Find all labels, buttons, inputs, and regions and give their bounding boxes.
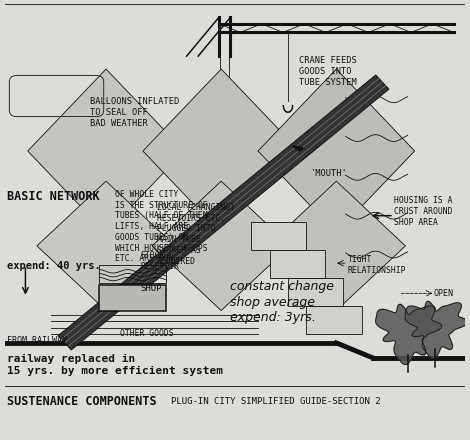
Text: 'MOUTH': 'MOUTH'	[311, 169, 348, 178]
Polygon shape	[292, 146, 303, 151]
Polygon shape	[152, 181, 290, 311]
Text: TIGHT
RELATIONSHIP: TIGHT RELATIONSHIP	[348, 255, 407, 275]
Polygon shape	[258, 69, 415, 233]
Text: HOUSING IS A
CRUST AROUND
SHOP AREA: HOUSING IS A CRUST AROUND SHOP AREA	[394, 196, 453, 227]
Text: OPEN: OPEN	[433, 289, 453, 298]
Bar	[306, 306, 362, 334]
Text: PLUG-IN CITY SIMPLIFIED GUIDE-SECTION 2: PLUG-IN CITY SIMPLIFIED GUIDE-SECTION 2	[171, 396, 380, 406]
Text: FROM RAILWAY: FROM RAILWAY	[7, 337, 67, 345]
Bar	[288, 278, 343, 306]
Text: OF WHOLE CITY
IS THE STRUCTURE OF
TUBES (HALF OF THEM
LIFTS, HALF ARE
GOODS TUBE: OF WHOLE CITY IS THE STRUCTURE OF TUBES …	[115, 190, 208, 263]
Bar	[99, 285, 166, 311]
Text: OTHER GOODS: OTHER GOODS	[120, 329, 173, 337]
Polygon shape	[376, 304, 442, 364]
Text: railway replaced in
15 yrs. by more efficient system: railway replaced in 15 yrs. by more effi…	[7, 354, 223, 376]
Polygon shape	[143, 69, 299, 233]
Text: SUSTENANCE COMPONENTS: SUSTENANCE COMPONENTS	[7, 395, 157, 407]
Text: LOCAL (CHANGING)
RESEVOIRS ETC.
PLUGGED INTO
MAIN TUBE
SYSTEM AS
REQUIRED: LOCAL (CHANGING) RESEVOIRS ETC. PLUGGED …	[157, 203, 235, 265]
Text: expend: 40 yrs.: expend: 40 yrs.	[7, 261, 101, 271]
Text: constant change
shop average
expend: 3yrs.: constant change shop average expend: 3yr…	[230, 280, 334, 324]
Polygon shape	[37, 181, 175, 311]
Bar	[99, 265, 166, 282]
Text: SHOP: SHOP	[141, 284, 162, 293]
Text: BASIC NETWORK: BASIC NETWORK	[7, 190, 100, 203]
Bar	[251, 222, 306, 250]
Text: CRANE FEEDS
GOODS INTO
TUBE SYSTEM: CRANE FEEDS GOODS INTO TUBE SYSTEM	[299, 56, 357, 87]
Polygon shape	[58, 75, 389, 350]
Text: STOCK
RESEVOIR: STOCK RESEVOIR	[141, 251, 180, 271]
Polygon shape	[28, 69, 184, 233]
Text: BALLOONS INFLATED
TO SEAL OFF
BAD WEATHER: BALLOONS INFLATED TO SEAL OFF BAD WEATHE…	[90, 97, 179, 128]
Bar	[269, 250, 325, 278]
Polygon shape	[267, 181, 406, 311]
Polygon shape	[405, 301, 468, 359]
